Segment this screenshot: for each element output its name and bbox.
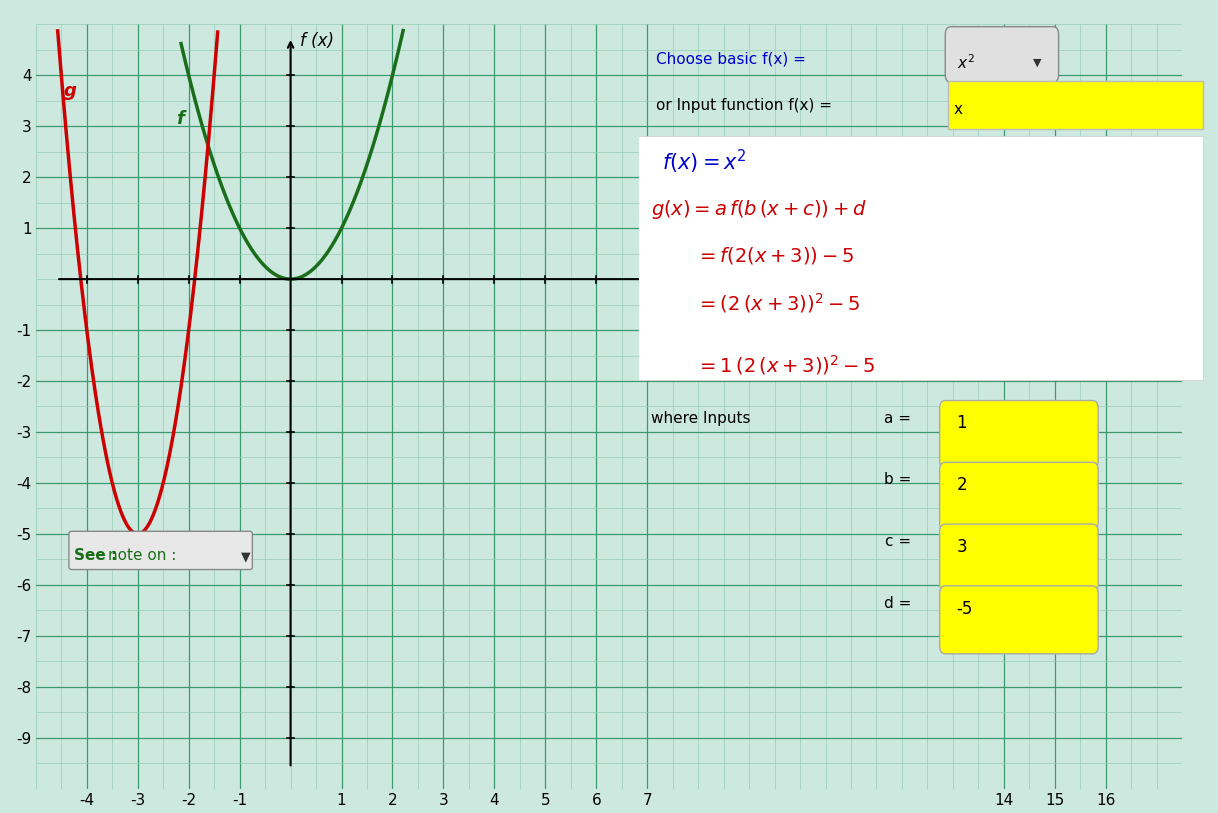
FancyBboxPatch shape (69, 532, 252, 570)
Text: ▼: ▼ (241, 550, 250, 563)
Text: g: g (63, 82, 77, 100)
FancyBboxPatch shape (939, 401, 1099, 468)
Text: 1: 1 (956, 415, 967, 433)
FancyBboxPatch shape (939, 524, 1099, 592)
Text: where Inputs: where Inputs (650, 411, 750, 425)
FancyBboxPatch shape (948, 80, 1203, 128)
Text: x: x (954, 102, 962, 116)
FancyBboxPatch shape (939, 586, 1099, 654)
Text: d =: d = (884, 596, 911, 611)
Text: 3: 3 (956, 538, 967, 556)
Text: f: f (175, 110, 184, 128)
Text: $x^2$: $x^2$ (956, 54, 974, 72)
Text: $= (2\,(\mathit{x}+3))^2 - 5$: $= (2\,(\mathit{x}+3))^2 - 5$ (697, 291, 860, 315)
Text: $= 1\,(2\,(\mathit{x}+3))^2 - 5$: $= 1\,(2\,(\mathit{x}+3))^2 - 5$ (697, 353, 876, 376)
Text: note on :: note on : (108, 548, 177, 563)
Text: f (x): f (x) (300, 32, 334, 50)
Text: Choose basic f(x) =: Choose basic f(x) = (657, 51, 811, 67)
Text: $\mathit{f}(\mathit{x}) = \mathit{x}^2$: $\mathit{f}(\mathit{x}) = \mathit{x}^2$ (663, 148, 747, 176)
Text: $\mathit{g}(\mathit{x}) = \mathit{a}\,\mathit{f}(\mathit{b}\,(\mathit{x}+\mathit: $\mathit{g}(\mathit{x}) = \mathit{a}\,\m… (650, 198, 866, 221)
FancyBboxPatch shape (939, 463, 1099, 530)
Text: ▼: ▼ (1033, 58, 1041, 67)
Text: or Input function f(x) =: or Input function f(x) = (657, 98, 832, 113)
Text: x: x (1158, 290, 1170, 309)
Text: 2: 2 (956, 476, 967, 494)
FancyBboxPatch shape (945, 27, 1058, 82)
Text: b =: b = (884, 472, 911, 487)
Text: See :: See : (74, 548, 117, 563)
Text: a =: a = (884, 411, 911, 425)
Text: $= \mathit{f}(2(\mathit{x}+3)) - 5$: $= \mathit{f}(2(\mathit{x}+3)) - 5$ (697, 245, 854, 266)
Text: c =: c = (885, 534, 911, 549)
FancyBboxPatch shape (637, 137, 1203, 380)
Text: -5: -5 (956, 600, 973, 618)
